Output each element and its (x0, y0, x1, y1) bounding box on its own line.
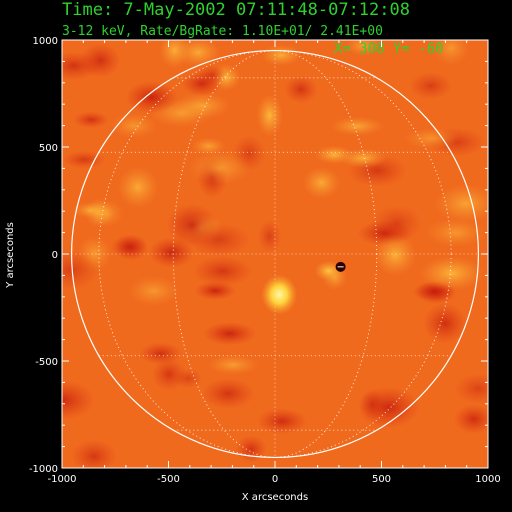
sources (261, 260, 346, 315)
dark-patch (181, 71, 223, 96)
bright-patch (191, 137, 226, 155)
bright-patch (433, 40, 470, 65)
bright-patch (72, 202, 109, 219)
y-tick-label: -500 (35, 357, 58, 368)
source-halo (314, 260, 343, 281)
y-tick-label: 1000 (33, 36, 58, 47)
dark-patch (62, 51, 101, 81)
bright-patch (330, 116, 384, 136)
dark-patch (408, 71, 453, 100)
x-tick-label: 500 (372, 474, 391, 485)
heliographic-grid (71, 50, 479, 458)
dark-patch (148, 237, 195, 268)
bright-patch (419, 256, 484, 291)
dark-patch (62, 380, 96, 421)
bright-patch (188, 151, 251, 185)
bright-patch (403, 127, 461, 149)
dark-patch (256, 408, 308, 435)
meridian-line (98, 50, 452, 458)
dark-patch (152, 357, 187, 391)
dark-patch (453, 404, 488, 435)
dark-patch (284, 75, 318, 104)
bright-patch (175, 92, 231, 119)
dark-patch (203, 321, 257, 346)
y-tick-label: 0 (52, 250, 58, 261)
bright-patch (256, 94, 283, 137)
dark-patch (454, 373, 488, 405)
dark-patch (257, 219, 282, 253)
y-tick-label: 500 (39, 143, 58, 154)
bright-patch (128, 276, 179, 306)
dark-patch (125, 81, 179, 114)
dark-patch (370, 204, 423, 243)
dark-patch (192, 255, 253, 287)
x-tick-label: 0 (272, 474, 278, 485)
dark-patch (235, 435, 267, 463)
plot-area[interactable] (31, 32, 502, 474)
y-tick-label: -1000 (29, 464, 58, 475)
bright-patch (302, 167, 341, 199)
dark-patch (62, 150, 106, 169)
dark-patch (73, 111, 110, 129)
y-axis-label: Y arcseconds (5, 222, 16, 289)
dark-patch (71, 439, 118, 468)
bright-patch (176, 40, 221, 67)
bright-source (261, 274, 298, 315)
dark-patch (166, 203, 218, 247)
bright-patch (117, 166, 159, 208)
x-tick-label: -500 (157, 474, 180, 485)
x-axis-label: X arcseconds (242, 492, 308, 503)
dark-patch (201, 378, 256, 409)
dark-patch (110, 235, 147, 259)
time-label: Time: 7-May-2002 07:11:48-07:12:08 (62, 0, 410, 20)
bright-patch (346, 40, 381, 56)
energy-rate-label: 3-12 keV, Rate/BgRate: 1.10E+01/ 2.41E+0… (62, 24, 383, 39)
dark-patch (359, 388, 385, 420)
bright-patch (339, 148, 388, 169)
x-tick-label: 1000 (475, 474, 500, 485)
bright-patch (208, 354, 259, 375)
solar-limb (70, 49, 480, 459)
bright-patch (111, 113, 157, 139)
axes: -1000 -500 0 500 1000 -1000 -500 0 500 1000 (29, 36, 501, 485)
meridian-line (172, 50, 378, 458)
x-tick-label: -1000 (47, 474, 76, 485)
cursor-readout: X= 308 Y= -60 (334, 41, 444, 57)
bright-patch (261, 44, 302, 66)
dark-patch (423, 302, 467, 344)
bright-patch (374, 234, 417, 276)
bright-patch (426, 218, 486, 247)
